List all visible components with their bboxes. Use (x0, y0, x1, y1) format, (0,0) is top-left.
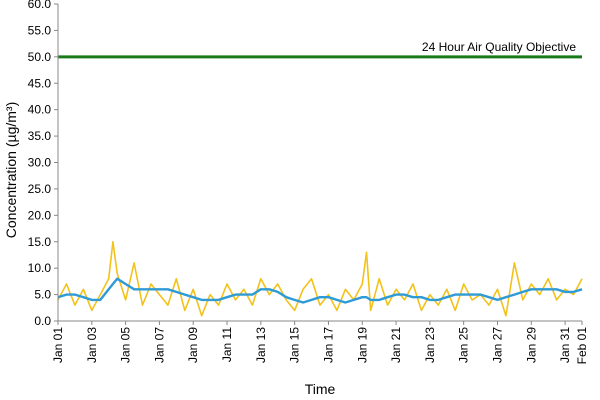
y-tick-label: 20.0 (28, 208, 52, 222)
y-tick-label: 60.0 (28, 0, 52, 11)
reference-layer: 24 Hour Air Quality Objective (58, 40, 582, 59)
y-tick-label: 0.0 (34, 314, 51, 328)
x-tick-label: Jan 15 (288, 327, 302, 363)
x-tick-label: Jan 17 (321, 327, 335, 363)
x-tick-label: Jan 05 (119, 327, 133, 363)
x-tick-label: Jan 29 (524, 327, 538, 363)
x-tick-label: Jan 09 (186, 327, 200, 363)
y-tick-label: 55.0 (28, 23, 52, 37)
y-tick-label: 35.0 (28, 129, 52, 143)
x-tick-label: Jan 23 (423, 327, 437, 363)
x-tick-label: Jan 25 (457, 327, 471, 363)
objective-reference-label: 24 Hour Air Quality Objective (422, 40, 576, 54)
x-tick-label: Jan 07 (152, 327, 166, 363)
y-tick-label: 40.0 (28, 103, 52, 117)
x-axis-title: Time (305, 381, 336, 397)
y-tick-label: 5.0 (34, 288, 51, 302)
x-tick-label: Feb 01 (575, 327, 589, 365)
series-layer (57, 241, 583, 317)
x-axis-ticks: Jan 01 Jan 03 Jan 05 Jan 07 Jan 09 Jan 11 Jan … (51, 321, 589, 364)
y-tick-label: 45.0 (28, 76, 52, 90)
x-tick-label: Jan 21 (389, 327, 403, 363)
hourly-series-line (57, 241, 583, 317)
x-tick-label: Jan 03 (85, 327, 99, 363)
x-tick-label: Jan 19 (355, 327, 369, 363)
y-tick-label: 15.0 (28, 235, 52, 249)
x-tick-label: Jan 27 (490, 327, 504, 363)
y-axis-title: Concentration (µg/m³) (3, 102, 19, 238)
y-axis-ticks: 0.0 5.0 10.0 15.0 20.0 25.0 30.0 35.0 40.0 45.0 50… (28, 0, 58, 328)
running-mean-series-line (57, 277, 583, 304)
x-tick-label: Jan 13 (254, 327, 268, 363)
x-tick-label: Jan 01 (51, 327, 65, 363)
y-tick-label: 30.0 (28, 156, 52, 170)
x-tick-label: Jan 31 (558, 327, 572, 363)
y-tick-label: 10.0 (28, 261, 52, 275)
y-tick-label: 50.0 (28, 50, 52, 64)
x-tick-label: Jan 11 (220, 327, 234, 362)
y-tick-label: 25.0 (28, 182, 52, 196)
